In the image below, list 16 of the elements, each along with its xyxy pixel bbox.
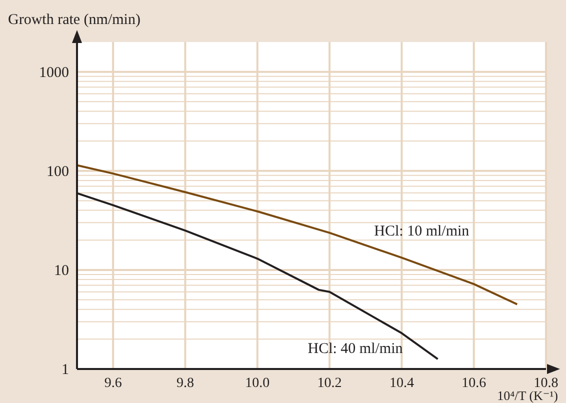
- chart-title: Growth rate (nm/min): [8, 12, 140, 28]
- series-label: HCl: 40 ml/min: [308, 341, 404, 358]
- y-tick-label: 100: [46, 164, 69, 180]
- y-tick-label: 1000: [39, 64, 69, 81]
- x-tick-label: 10.4: [389, 376, 414, 391]
- x-tick-label: 10.8: [534, 376, 558, 391]
- line-series: [76, 164, 518, 306]
- x-tick-label: 9.8: [176, 376, 194, 391]
- y-tick-label: 1: [62, 362, 69, 378]
- x-tick-label: 10.6: [462, 376, 486, 391]
- series-label: HCl: 10 ml/min: [374, 224, 470, 240]
- x-axis-title: 10⁴/T (K⁻¹): [497, 388, 558, 403]
- y-tick-label: 10: [54, 262, 69, 279]
- x-tick-label: 9.6: [104, 376, 122, 391]
- x-tick-label: 10.2: [317, 376, 342, 391]
- text: 10.0: [245, 376, 270, 391]
